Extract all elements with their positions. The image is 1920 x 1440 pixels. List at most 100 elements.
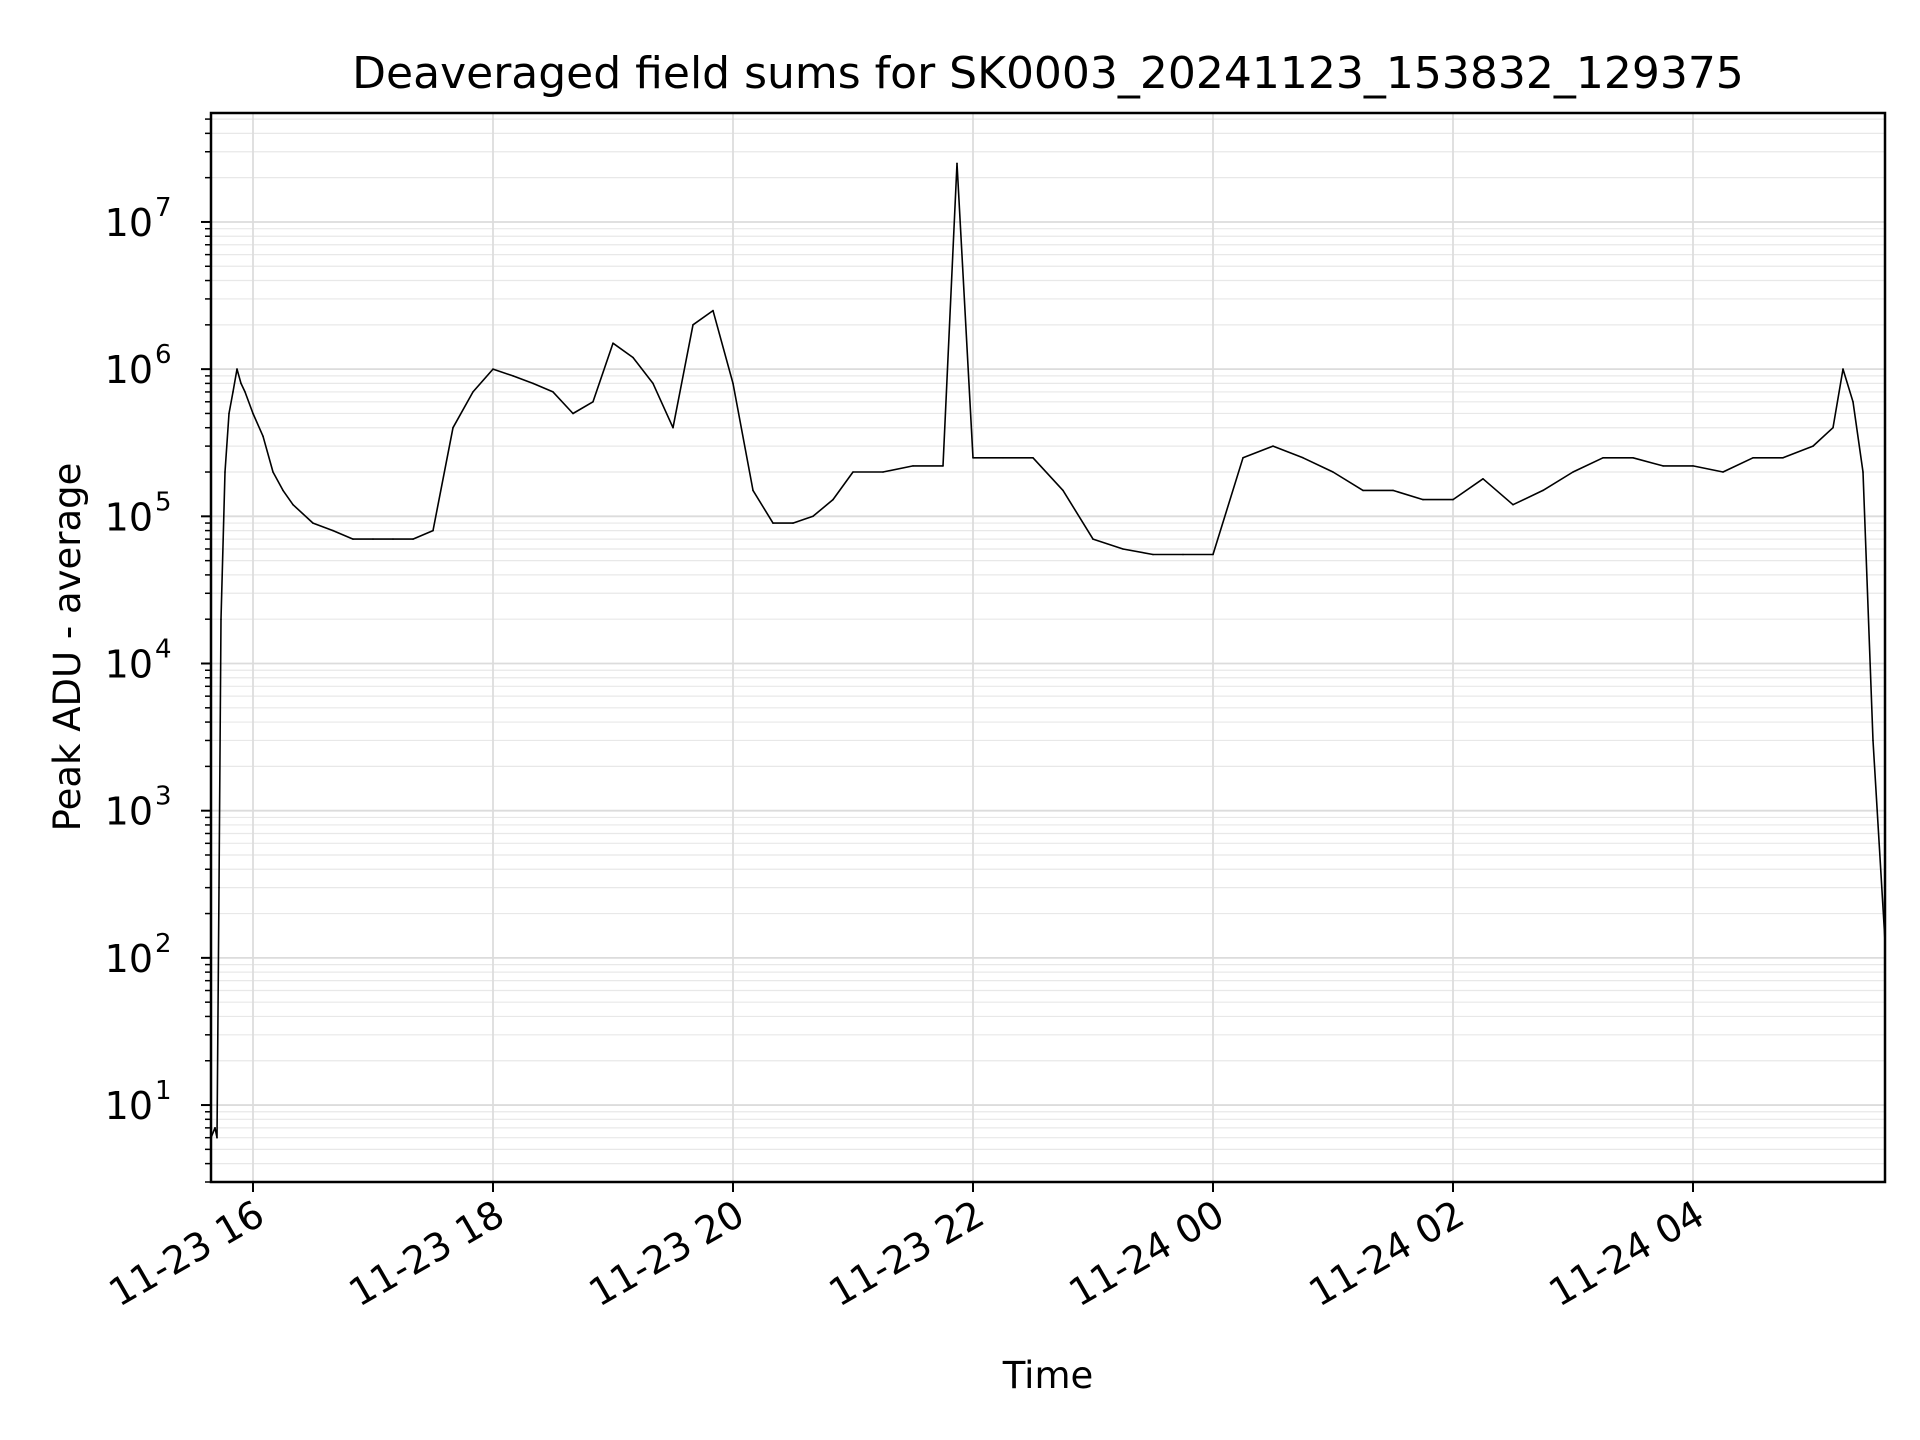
data-point (240, 382, 242, 385)
data-point (220, 618, 222, 620)
x-tick-label: 11-23 16 (102, 1192, 272, 1316)
data-point (1122, 548, 1124, 550)
data-point (512, 375, 514, 377)
y-tick-exponent: 2 (155, 929, 172, 959)
data-point (1242, 457, 1244, 459)
data-point (236, 368, 238, 370)
y-tick-exponent: 1 (155, 1076, 172, 1106)
y-tick-label: 10 (105, 790, 153, 834)
data-point (956, 162, 958, 165)
data-point (672, 426, 674, 429)
data-point (392, 538, 394, 540)
data-point (1092, 538, 1094, 540)
data-point (244, 391, 246, 393)
data-point (792, 522, 794, 524)
series-layer (210, 162, 1886, 1139)
x-tick-label: 11-23 18 (342, 1192, 512, 1316)
data-point (972, 457, 974, 459)
data-point (632, 356, 634, 359)
data-point (592, 401, 594, 403)
y-tick-label: 10 (105, 348, 153, 392)
data-point (216, 1136, 218, 1139)
data-point (1212, 553, 1214, 556)
data-point (752, 489, 754, 492)
x-tick-label: 11-24 02 (1302, 1192, 1472, 1316)
data-point (1302, 457, 1304, 459)
data-point (352, 538, 354, 540)
data-point (1272, 445, 1274, 447)
data-point (1452, 498, 1454, 501)
data-point (262, 435, 264, 438)
data-point (1572, 471, 1574, 473)
data-point (1812, 445, 1814, 447)
data-point (1752, 457, 1754, 459)
data-point (472, 391, 474, 393)
data-point (852, 471, 854, 473)
data-point (712, 309, 714, 312)
data-point (652, 382, 654, 385)
data-point (292, 503, 294, 506)
data-point (412, 538, 414, 540)
y-tick-label: 10 (105, 495, 153, 539)
data-point (1332, 471, 1334, 473)
data-point (532, 382, 534, 385)
data-point (492, 368, 494, 370)
data-point (1512, 503, 1514, 506)
y-tick-exponent: 4 (155, 635, 172, 665)
data-point (372, 538, 374, 540)
chart-title: Deaveraged field sums for SK0003_2024112… (352, 48, 1744, 99)
data-point (228, 412, 230, 415)
data-point (432, 529, 434, 532)
x-tick-label: 11-23 20 (582, 1192, 752, 1316)
data-point (832, 498, 834, 501)
data-point (1182, 553, 1184, 556)
data-point (1662, 465, 1664, 467)
x-tick-label: 11-24 00 (1062, 1192, 1232, 1316)
data-point (218, 886, 220, 889)
y-tick-label: 10 (105, 937, 153, 981)
data-point (612, 342, 614, 345)
data-point (272, 471, 274, 473)
data-point (1482, 478, 1484, 480)
data-point (942, 465, 944, 467)
data-point (572, 412, 574, 415)
data-point (1872, 739, 1874, 742)
major-grid (211, 113, 1885, 1182)
x-tick-label: 11-23 22 (822, 1192, 992, 1316)
y-tick-exponent: 5 (155, 487, 172, 517)
data-point (882, 471, 884, 473)
data-point (1692, 465, 1694, 467)
y-tick-label: 10 (105, 201, 153, 245)
data-point (282, 489, 284, 492)
data-point (772, 522, 774, 524)
data-point (1152, 553, 1154, 556)
data-point (552, 391, 554, 393)
data-point (312, 522, 314, 524)
data-point (232, 391, 234, 393)
minor-grid (211, 118, 1885, 1183)
data-point (1062, 489, 1064, 492)
series-line (210, 162, 1886, 1139)
y-tick-exponent: 3 (155, 782, 172, 812)
data-point (1632, 457, 1634, 459)
data-point (1852, 401, 1854, 403)
data-point (214, 1127, 216, 1129)
data-point (332, 529, 334, 532)
data-point (1002, 457, 1004, 459)
data-point (1542, 489, 1544, 492)
data-point (1862, 471, 1864, 473)
data-point (732, 382, 734, 385)
y-tick-label: 10 (105, 1084, 153, 1128)
x-axis-label: Time (1002, 1354, 1094, 1397)
data-point (692, 324, 694, 326)
y-tick-exponent: 6 (155, 340, 172, 370)
y-tick-exponent: 7 (155, 193, 172, 223)
plot-area (209, 111, 1887, 1184)
data-point (812, 515, 814, 518)
x-tick-label: 11-24 04 (1542, 1192, 1712, 1316)
data-point (1392, 489, 1394, 492)
data-point (1832, 426, 1834, 429)
data-point (224, 471, 226, 473)
data-point (1782, 457, 1784, 459)
